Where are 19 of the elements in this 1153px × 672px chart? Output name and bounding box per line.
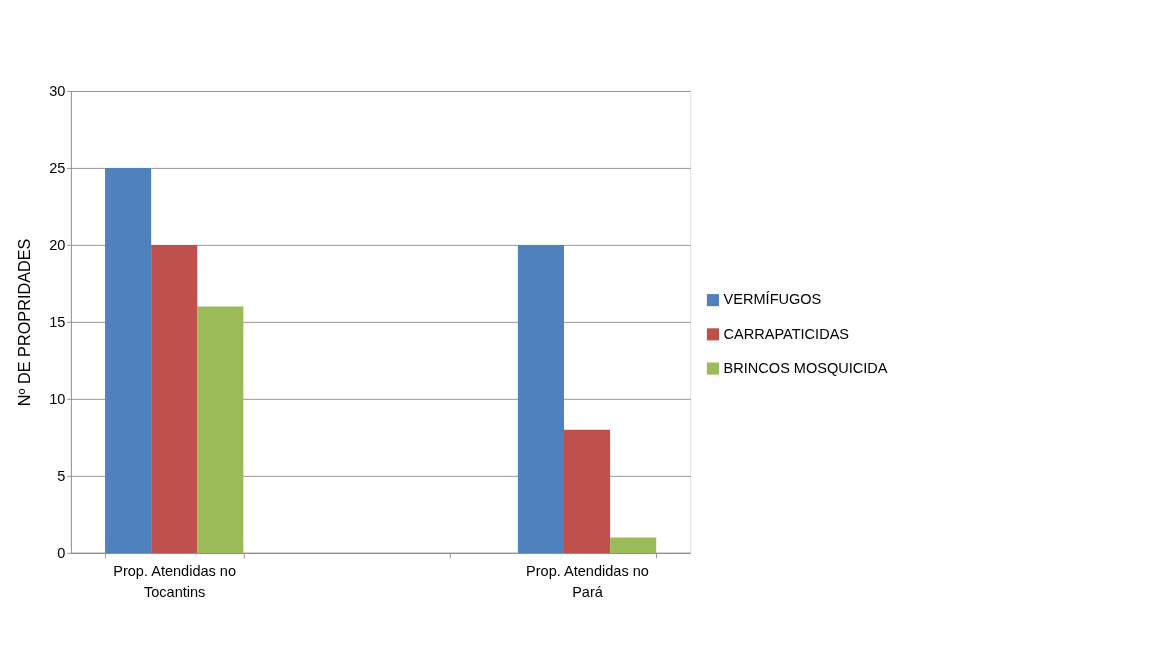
bar bbox=[105, 167, 152, 553]
legend-label: VERMÍFUGOS bbox=[723, 291, 822, 308]
bar bbox=[197, 306, 244, 553]
y-tick-label: 30 bbox=[49, 82, 66, 99]
legend-label: CARRAPATICIDAS bbox=[723, 325, 850, 342]
bar bbox=[610, 537, 657, 553]
bar bbox=[564, 429, 611, 553]
x-tick-label: Prop. Atendidas no Tocantins bbox=[113, 563, 237, 600]
y-tick-label: 15 bbox=[49, 313, 66, 330]
y-tick-label: 5 bbox=[57, 467, 66, 484]
y-axis-title: Nº DE PROPRIDADES bbox=[15, 238, 34, 407]
x-tick-label: Prop. Atendidas no Pará bbox=[526, 563, 649, 600]
y-tick-label: 10 bbox=[49, 390, 66, 407]
bar bbox=[517, 244, 564, 553]
y-tick-label: 20 bbox=[49, 236, 66, 253]
y-tick-label: 0 bbox=[57, 544, 66, 561]
y-tick-label: 25 bbox=[49, 159, 66, 176]
legend-label: BRINCOS MOSQUICIDA bbox=[723, 359, 888, 376]
bar bbox=[151, 244, 198, 553]
